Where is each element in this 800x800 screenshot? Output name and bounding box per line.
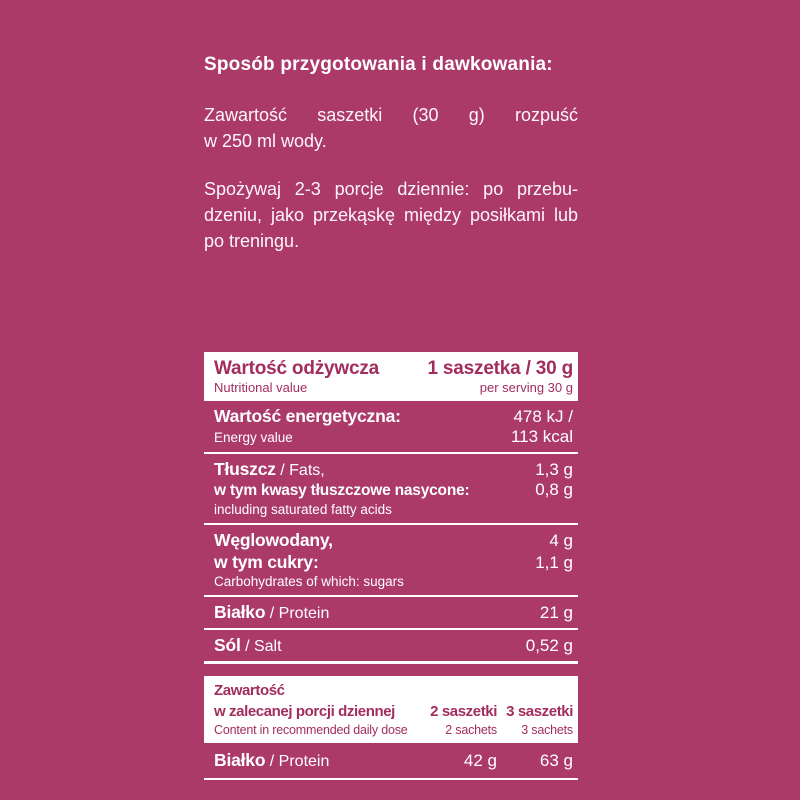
fats-label-en: / Fats, <box>275 462 325 479</box>
protein-daily-label-en: / Protein <box>265 753 330 770</box>
col-3-sachets-en: 3 sachets <box>521 723 573 737</box>
daily-dose-subtitle-row: Content in recommended daily dose 2 sach… <box>214 722 573 739</box>
table-row-fats: Tłuszcz / Fats, 1,3 g w tym kwasy tłuszc… <box>204 454 578 525</box>
serving-size-pl: 1 saszetka / 30 g <box>427 358 573 379</box>
dosage-paragraph-2: Spożywaj 2-3 porcje dziennie: po przebu-… <box>204 176 578 254</box>
salt-label-en: / Salt <box>240 638 282 655</box>
energy-value-kj: 478 kJ / <box>513 407 573 426</box>
carbs-label-en: Carbohydrates of which: sugars <box>214 574 404 589</box>
row-line: Carbohydrates of which: sugars <box>214 573 573 590</box>
preparation-heading: Sposób przygotowania i dawkowania: <box>204 54 553 75</box>
row-line: Węglowodany, 4 g <box>214 529 573 551</box>
daily-dose-title-row: w zalecanej porcji dziennej 2 saszetki 3… <box>214 701 573 722</box>
row-line: including saturated fatty acids <box>214 501 573 518</box>
energy-label-en: Energy value <box>214 430 293 445</box>
nutrition-header-subtitle-row: Nutritional value per serving 30 g <box>214 380 573 396</box>
salt-label-pl: Sól <box>214 635 241 655</box>
fats-label: Tłuszcz / Fats, <box>214 458 535 480</box>
protein-2-sachets-value: 42 g <box>463 751 497 770</box>
row-line: w tym kwasy tłuszczowe nasycone: 0,8 g <box>214 480 573 501</box>
nutrition-table-body: Wartość energetyczna: 478 kJ / Energy va… <box>204 401 578 664</box>
carbs-value: 4 g <box>549 531 573 550</box>
saturated-fats-value: 0,8 g <box>535 480 573 499</box>
daily-dose-title-en: Content in recommended daily dose <box>214 723 408 737</box>
protein-daily-label: Białko / Protein <box>214 749 419 771</box>
row-line: w tym cukry: 1,1 g <box>214 551 573 573</box>
paragraph-line: Zawartość saszetki (30 g) rozpuść <box>204 105 578 125</box>
row-line: Wartość energetyczna: 478 kJ / <box>214 405 573 427</box>
row-line: Tłuszcz / Fats, 1,3 g <box>214 458 573 480</box>
protein-label-en: / Protein <box>265 605 330 622</box>
dosage-paragraph-1: Zawartość saszetki (30 g) rozpuść w 250 … <box>204 102 578 154</box>
label-content-column: Sposób przygotowania i dawkowania: Zawar… <box>204 0 578 780</box>
table-row-protein-daily: Białko / Protein 42 g 63 g <box>204 743 578 780</box>
paragraph-line: po treningu. <box>204 231 300 251</box>
paragraph-line: Spożywaj 2-3 porcje dziennie: po przebu- <box>204 179 578 199</box>
row-line: Energy value 113 kcal <box>214 427 573 447</box>
nutrition-table-header: Wartość odżywcza 1 saszetka / 30 g Nutri… <box>204 352 578 401</box>
energy-label-pl: Wartość energetyczna: <box>214 406 401 426</box>
nutrition-title-en: Nutritional value <box>214 380 308 395</box>
sugars-value: 1,1 g <box>535 553 573 572</box>
daily-dose-title-line2: w zalecanej porcji dziennej <box>214 703 395 720</box>
table-row-carbohydrates: Węglowodany, 4 g w tym cukry: 1,1 g Carb… <box>204 525 578 597</box>
table-row-energy: Wartość energetyczna: 478 kJ / Energy va… <box>204 401 578 454</box>
fats-label-pl: Tłuszcz <box>214 459 276 479</box>
protein-label: Białko / Protein <box>214 601 540 623</box>
nutrition-title-pl: Wartość odżywcza <box>214 358 380 379</box>
protein-3-sachets-value: 63 g <box>539 751 573 770</box>
col-2-sachets-pl: 2 saszetki <box>430 703 497 720</box>
protein-value: 21 g <box>539 603 573 622</box>
col-2-sachets-en: 2 sachets <box>445 723 497 737</box>
protein-label-pl: Białko <box>214 602 266 622</box>
daily-dose-header: Zawartość w zalecanej porcji dziennej 2 … <box>204 676 578 743</box>
daily-dose-table: Zawartość w zalecanej porcji dziennej 2 … <box>204 676 578 780</box>
row-line: Białko / Protein 21 g <box>214 601 573 623</box>
fats-value: 1,3 g <box>535 460 573 479</box>
nutrition-header-title-row: Wartość odżywcza 1 saszetka / 30 g <box>214 357 573 380</box>
salt-value: 0,52 g <box>525 636 573 655</box>
energy-value-kcal: 113 kcal <box>510 427 573 446</box>
row-line: Sól / Salt 0,52 g <box>214 634 573 656</box>
table-row-salt: Sól / Salt 0,52 g <box>204 630 578 664</box>
table-row-protein: Białko / Protein 21 g <box>204 597 578 630</box>
nutrition-table: Wartość odżywcza 1 saszetka / 30 g Nutri… <box>204 352 578 664</box>
paragraph-line: dzeniu, jako przekąskę między posiłkami … <box>204 205 578 225</box>
saturated-fats-label-pl: w tym kwasy tłuszczowe nasycone: <box>214 482 470 499</box>
sugars-label-pl: w tym cukry: <box>214 552 319 572</box>
paragraph-line: w 250 ml wody. <box>204 131 327 151</box>
salt-label: Sól / Salt <box>214 634 526 656</box>
serving-size-en: per serving 30 g <box>479 380 573 395</box>
carbs-label-pl: Węglowodany, <box>214 530 333 550</box>
saturated-fats-label-en: including saturated fatty acids <box>214 502 392 517</box>
protein-daily-label-pl: Białko <box>214 750 266 770</box>
daily-dose-title-line1: Zawartość <box>214 682 285 699</box>
col-3-sachets-pl: 3 saszetki <box>506 703 573 720</box>
